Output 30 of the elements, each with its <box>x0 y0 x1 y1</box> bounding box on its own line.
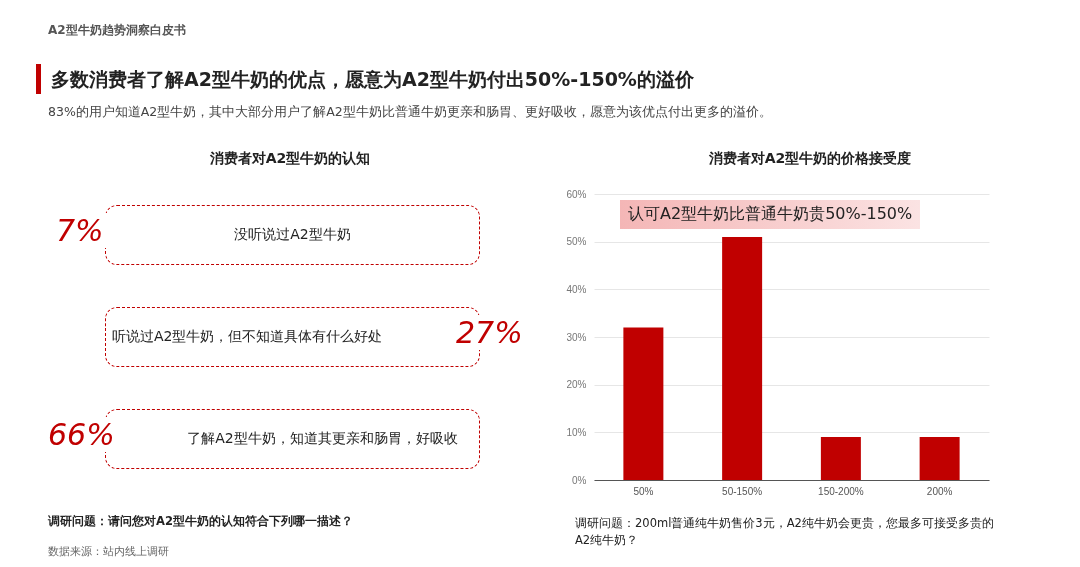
category-label: 了解A2型牛奶，知道其更亲和肠胃，好吸收 <box>187 430 458 448</box>
data-label: 7% <box>52 213 108 248</box>
y-tick-label: 60% <box>566 188 587 200</box>
bar <box>820 437 861 480</box>
category-label: 听说过A2型牛奶，但不知道具体有什么好处 <box>112 328 383 346</box>
annotation: 认可A2型牛奶比普通牛奶贵50%-150% <box>620 200 921 229</box>
y-tick-label: 40% <box>566 283 587 295</box>
source-note: 数据来源：站内线上调研 <box>48 544 169 559</box>
data-label: 27% <box>452 315 527 350</box>
text: 调研问题：请问您对A2型牛奶的认知符合下列哪一描述？ <box>48 513 353 530</box>
text: 83%的用户知道A2型牛奶，其中大部分用户了解A2型牛奶比普通牛奶更亲和肠胃、更好吸收，愿意为该优点付出更多的溢价。 <box>48 104 772 121</box>
y-tick-label: 20% <box>566 379 587 391</box>
x-tick-label: 200% <box>926 485 953 497</box>
data-label: 66% <box>44 417 119 452</box>
text: 调研问题：200ml普通纯牛奶售价3元，A2纯牛奶会更贵，您最多可接受多贵的A2纯牛奶？ <box>575 515 995 549</box>
bar <box>623 327 664 480</box>
x-tick-label: 50-150% <box>722 485 763 497</box>
text: A2型牛奶趋势洞察白皮书 <box>48 22 186 39</box>
chart-title: 消费者对A2型牛奶的价格接受度 <box>707 150 913 168</box>
bar <box>722 236 763 480</box>
category-label: 没听说过A2型牛奶 <box>234 226 351 244</box>
text: 多数消费者了解A2型牛奶的优点，愿意为A2型牛奶付出50%-150%的溢价 <box>36 64 694 94</box>
x-tick-label: 50% <box>633 485 654 497</box>
bar <box>919 437 960 480</box>
text: 消费者对A2型牛奶的认知 <box>208 150 372 168</box>
y-tick-label: 50% <box>566 236 587 248</box>
x-tick-label: 150-200% <box>818 485 864 497</box>
y-tick-label: 10% <box>566 426 587 438</box>
y-tick-label: 0% <box>572 474 587 486</box>
y-tick-label: 30% <box>566 331 587 343</box>
